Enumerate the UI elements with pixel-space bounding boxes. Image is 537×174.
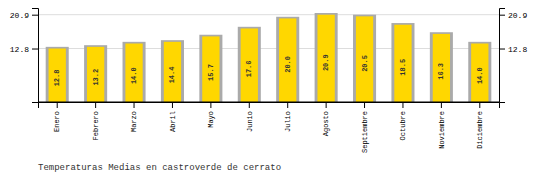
bar: [123, 42, 146, 102]
tick: 20.9: [10, 11, 38, 20]
axis-line: [500, 9, 506, 103]
tick-mark: [499, 15, 505, 16]
bar: [49, 49, 66, 102]
tick-label: Octubre: [399, 111, 407, 140]
tick-label: Diciembre: [476, 111, 484, 149]
tick-label: 12.8: [10, 45, 29, 54]
tick-mark: [326, 102, 327, 108]
bar: [317, 15, 334, 102]
plot: 12.8 13.2 14.0 14.4 15.7 17.6 20.0 20.9 20.5 18.5…: [10, 9, 528, 154]
tick: 12.8: [499, 45, 527, 54]
bar: [164, 42, 181, 102]
bar: [202, 36, 219, 102]
tick-mark: [499, 49, 505, 50]
bar: [276, 17, 299, 102]
tick: 20.9: [499, 11, 527, 20]
grid-line: [38, 14, 499, 15]
tick-mark: [441, 102, 442, 108]
tick: Octubre: [399, 102, 407, 140]
data-label: 20.5: [361, 55, 369, 72]
bar-series: [49, 15, 489, 102]
data-label: 15.7: [207, 64, 215, 81]
tick-label: Junio: [246, 111, 254, 132]
tick: Septiembre: [361, 102, 369, 153]
data-labels: 12.8 13.2 14.0 14.4 15.7 17.6 20.0 20.9 20.5 18.5…: [53, 54, 484, 86]
tick-label: Enero: [53, 111, 61, 132]
bar: [161, 40, 184, 102]
bar-series: [46, 13, 492, 102]
tick: Mayo: [207, 102, 215, 128]
bar: [430, 32, 453, 102]
tick-label: 20.9: [10, 11, 29, 20]
tick-mark: [364, 102, 365, 108]
bar: [468, 42, 491, 102]
tick-mark: [287, 102, 288, 108]
tick-mark: [95, 102, 96, 108]
data-label: 17.6: [245, 61, 253, 78]
bar: [125, 44, 142, 102]
data-label: 20.9: [322, 54, 330, 71]
tick-label: Abril: [169, 111, 177, 132]
bars: [46, 13, 492, 102]
axis-line: [39, 103, 500, 109]
tick: 12.8: [10, 45, 38, 54]
tick-mark: [249, 102, 250, 108]
tick-mark: [32, 15, 38, 16]
data-label: 20.0: [284, 56, 292, 73]
title: Temperaturas Medias en castroverde de ce…: [38, 163, 281, 173]
bar: [394, 25, 411, 102]
tick: Enero: [53, 102, 61, 132]
tick: Junio: [246, 102, 254, 132]
data-label: 16.3: [437, 63, 445, 80]
tick: Noviembre: [438, 102, 446, 149]
tick-label: 20.9: [508, 11, 527, 20]
tick: Agosto: [322, 102, 330, 136]
y-axis: 12.8 20.9: [10, 9, 39, 103]
bar: [84, 45, 107, 102]
bar: [471, 44, 488, 102]
tick: Abril: [169, 102, 177, 132]
tick-label: 12.8: [508, 45, 527, 54]
tick-label: Septiembre: [361, 111, 369, 153]
data-label: 14.0: [130, 67, 138, 84]
bar: [433, 34, 450, 102]
bar: [241, 28, 258, 102]
axis-line: [32, 9, 39, 103]
bar: [238, 27, 261, 102]
tick: Julio: [284, 102, 292, 132]
tick-mark: [172, 102, 173, 108]
tick-label: Agosto: [322, 111, 330, 136]
x-axis: Enero Febrero Marzo Abril Mayo Junio Julio Agos…: [39, 102, 500, 153]
tick: Marzo: [130, 102, 138, 132]
bar: [199, 35, 222, 102]
tick-mark: [402, 102, 403, 108]
bar: [356, 16, 373, 102]
tick-label: Marzo: [130, 111, 138, 132]
chart: 12.8 13.2 14.0 14.4 15.7 17.6 20.0 20.9 20.5 18.5…: [0, 0, 537, 174]
data-label: 13.2: [92, 69, 100, 86]
data-label: 14.4: [168, 67, 176, 84]
tick-mark: [134, 102, 135, 108]
tick-label: Mayo: [207, 111, 215, 128]
tick-mark: [479, 102, 480, 108]
bar: [353, 15, 376, 102]
data-label: 14.0: [476, 67, 484, 84]
tick-label: Julio: [284, 111, 292, 132]
tick-mark: [210, 102, 211, 108]
tick-label: Noviembre: [438, 111, 446, 149]
bar: [87, 47, 104, 102]
bar: [46, 47, 69, 102]
data-label: 12.8: [53, 70, 61, 87]
bar: [279, 18, 296, 102]
tick-mark: [57, 102, 58, 108]
tick-mark: [32, 49, 38, 50]
tick: Diciembre: [476, 102, 484, 149]
tick-label: Febrero: [92, 111, 100, 140]
y-axis-right: 12.8 20.9: [499, 9, 527, 103]
bar: [391, 23, 414, 102]
bar: [315, 13, 338, 102]
tick: Febrero: [92, 102, 100, 140]
data-label: 18.5: [399, 59, 407, 76]
